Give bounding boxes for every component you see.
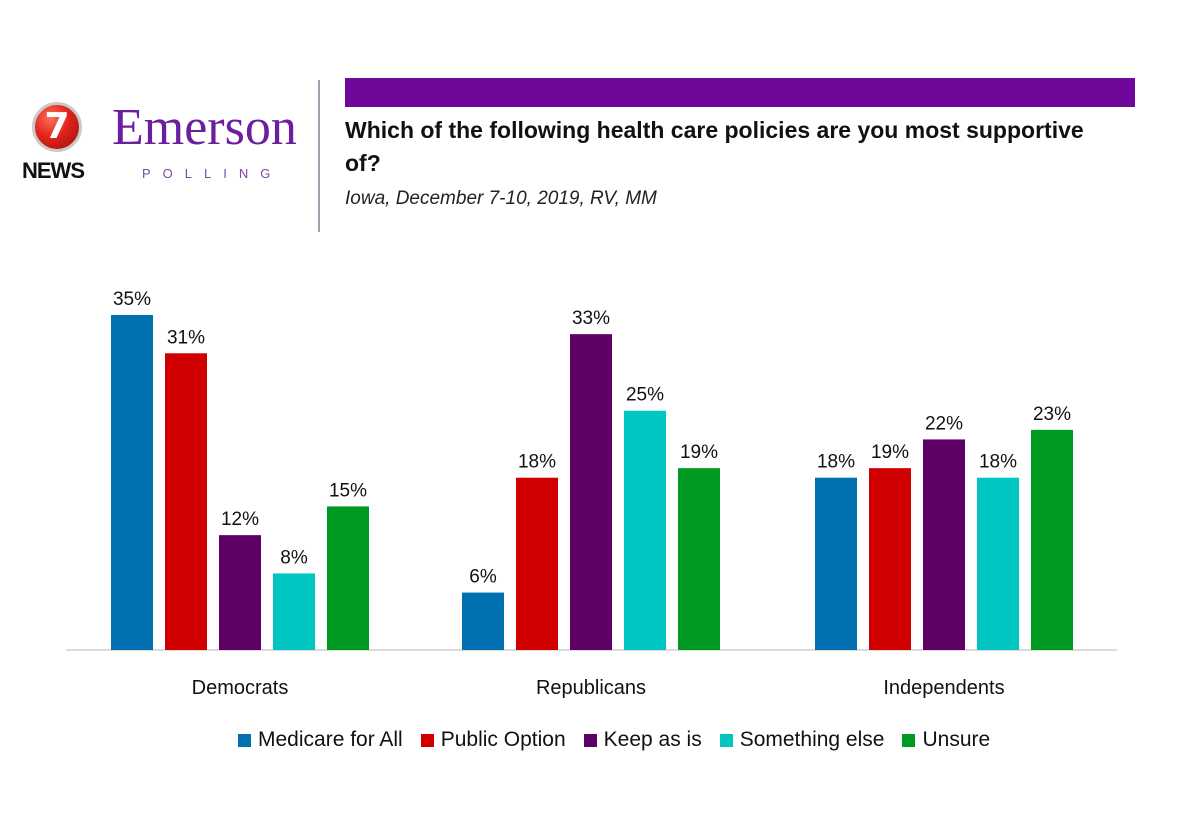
bar (327, 506, 369, 650)
channel-number: 7 (44, 106, 70, 147)
legend-item: Medicare for All (238, 728, 403, 752)
bar (1031, 429, 1073, 650)
bar (815, 477, 857, 650)
category-label: Republicans (536, 677, 646, 699)
data-label: 19% (871, 442, 909, 463)
legend-label: Unsure (922, 728, 991, 751)
bar-chart: 35% 31% 12% 8% 15% Democrats 6% 18% 33% 25% 19% Rep… (66, 289, 1117, 699)
emerson-7news-logo: 7 NEWS Emerson POLLING (18, 96, 318, 196)
chart-title: Which of the following health care polic… (345, 117, 1084, 176)
bar (624, 410, 666, 650)
data-label: 31% (167, 327, 205, 348)
bar (516, 477, 558, 650)
bar (111, 315, 153, 650)
data-label: 23% (1033, 404, 1071, 425)
data-label: 33% (572, 308, 610, 329)
legend-item: Keep as is (583, 728, 702, 752)
bar (977, 477, 1019, 650)
category-label: Democrats (192, 677, 289, 699)
header-accent-bar (345, 78, 1135, 107)
legend-swatch (238, 733, 251, 747)
legend-swatch (583, 733, 597, 747)
legend-label: Keep as is (603, 728, 702, 751)
data-label: 18% (518, 452, 556, 473)
data-label: 35% (113, 289, 151, 310)
emerson-wordmark: Emerson (112, 99, 297, 156)
legend-item: Public Option (420, 728, 566, 752)
legend-label: Something else (739, 728, 885, 751)
data-label: 12% (221, 509, 259, 530)
bar (165, 353, 207, 650)
legend-swatch (902, 733, 916, 747)
chart-subtitle: Iowa, December 7-10, 2019, RV, MM (345, 188, 657, 209)
polling-wordmark: POLLING (142, 166, 283, 181)
data-label: 18% (979, 452, 1017, 473)
channel-7-icon: 7 (32, 102, 82, 152)
data-label: 6% (469, 567, 497, 588)
bar (923, 439, 965, 650)
bar (869, 468, 911, 650)
data-label: 8% (280, 547, 308, 568)
data-label: 22% (925, 413, 963, 434)
bar (273, 573, 315, 650)
header-divider (318, 80, 320, 232)
legend-swatch (420, 733, 434, 747)
legend-label: Public Option (440, 728, 566, 751)
bar (678, 468, 720, 650)
data-label: 19% (680, 442, 718, 463)
bar (462, 592, 504, 650)
data-label: 15% (329, 480, 367, 501)
chart-legend: Medicare for All Public Option Keep as is S… (238, 728, 990, 752)
news-wordmark: NEWS (22, 158, 85, 183)
bar (570, 334, 612, 650)
legend-item: Unsure (902, 728, 990, 752)
bar (219, 535, 261, 650)
category-label: Independents (883, 677, 1004, 699)
data-label: 25% (626, 385, 664, 406)
data-label: 18% (817, 452, 855, 473)
legend-item: Something else (719, 728, 885, 752)
legend-label: Medicare for All (258, 728, 403, 751)
legend-swatch (719, 733, 733, 747)
